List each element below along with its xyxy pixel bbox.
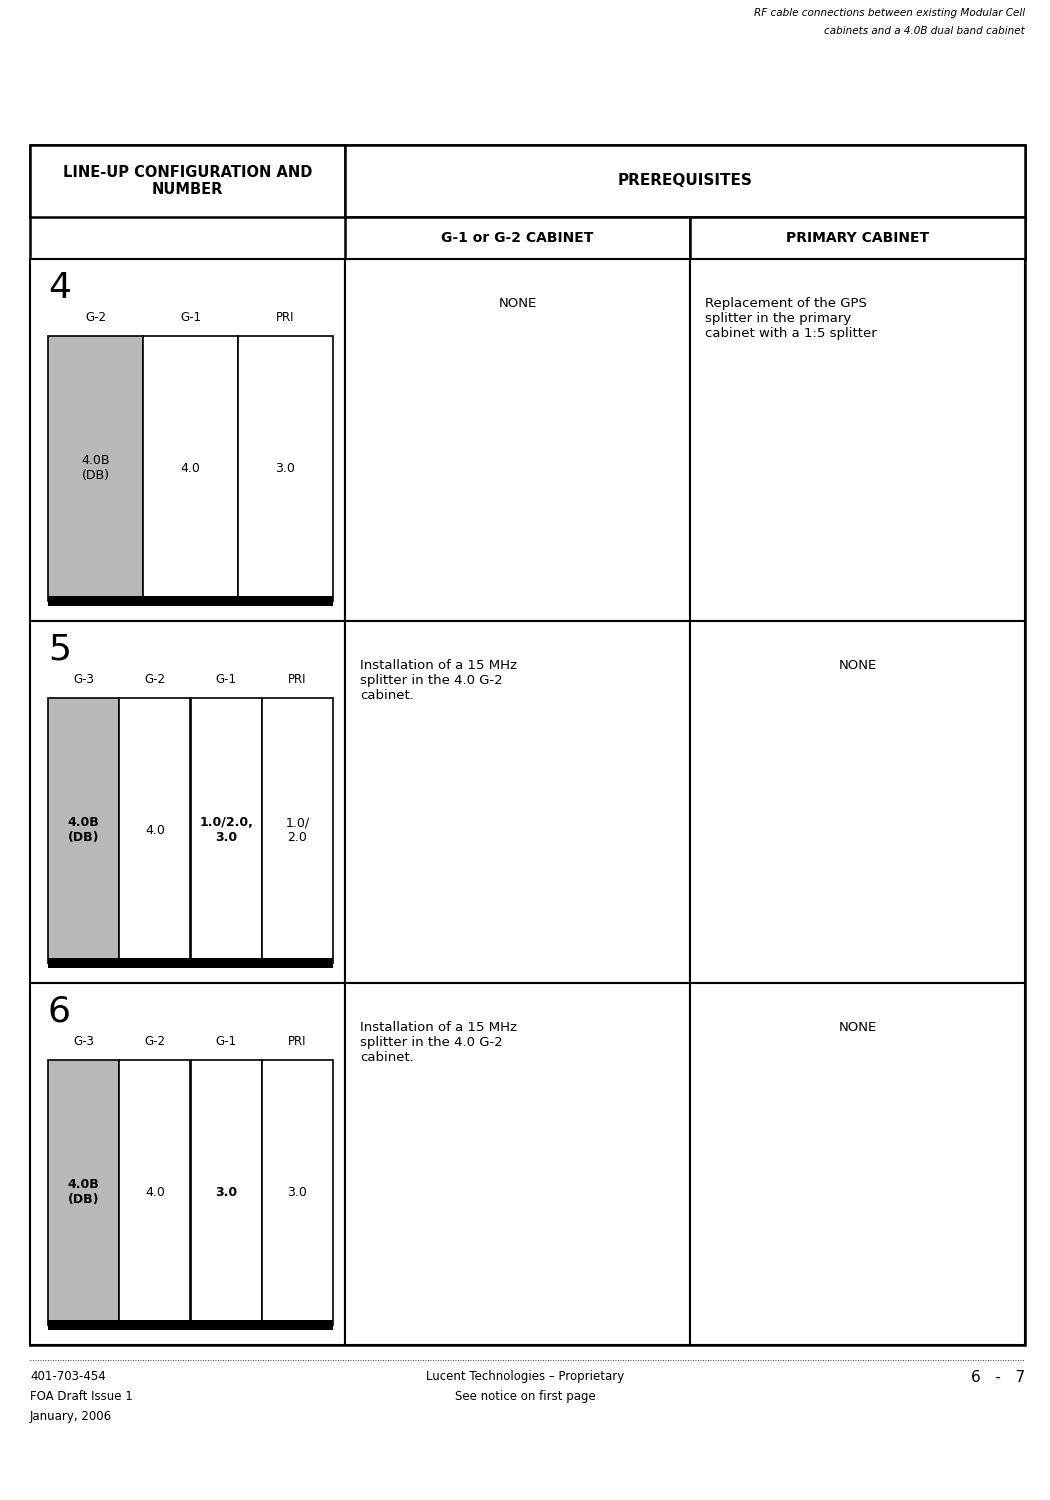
- Text: NONE: NONE: [838, 658, 877, 672]
- Text: 3.0: 3.0: [288, 1186, 308, 1198]
- Text: NONE: NONE: [499, 297, 537, 310]
- Text: G-2: G-2: [144, 1035, 165, 1048]
- Bar: [120, 698, 190, 963]
- Text: 5: 5: [48, 633, 71, 668]
- Text: Installation of a 15 MHz
splitter in the 4.0 G-2
cabinet.: Installation of a 15 MHz splitter in the…: [360, 658, 517, 702]
- Text: PRI: PRI: [288, 674, 307, 686]
- Text: 4.0: 4.0: [181, 462, 201, 476]
- Text: G-1: G-1: [215, 674, 236, 686]
- Text: PRI: PRI: [276, 310, 295, 324]
- Bar: [345, 217, 690, 259]
- Bar: [345, 982, 690, 1346]
- Bar: [345, 146, 1025, 218]
- Text: See notice on first page: See notice on first page: [455, 1390, 595, 1402]
- Bar: [48, 1320, 333, 1330]
- Bar: [48, 958, 333, 968]
- Text: PREREQUISITES: PREREQUISITES: [617, 174, 753, 189]
- Text: January, 2006: January, 2006: [30, 1410, 112, 1424]
- Bar: [30, 621, 345, 982]
- Text: LINE-UP CONFIGURATION AND
NUMBER: LINE-UP CONFIGURATION AND NUMBER: [63, 165, 312, 196]
- Text: G-1: G-1: [215, 1035, 236, 1048]
- Text: PRI: PRI: [288, 1035, 307, 1048]
- Text: G-1 or G-2 CABINET: G-1 or G-2 CABINET: [441, 231, 593, 244]
- Text: 6: 6: [48, 994, 71, 1029]
- Text: FOA Draft Issue 1: FOA Draft Issue 1: [30, 1390, 132, 1402]
- Bar: [30, 146, 1025, 1346]
- Bar: [30, 260, 345, 621]
- Bar: [30, 982, 345, 1346]
- Text: 6   -   7: 6 - 7: [971, 1370, 1025, 1384]
- Text: Installation of a 15 MHz
splitter in the 4.0 G-2
cabinet.: Installation of a 15 MHz splitter in the…: [360, 1022, 517, 1064]
- Bar: [261, 1060, 333, 1324]
- Bar: [48, 1060, 120, 1324]
- Text: 1.0/
2.0: 1.0/ 2.0: [286, 816, 310, 844]
- Text: G-3: G-3: [74, 674, 94, 686]
- Text: 4.0: 4.0: [145, 1186, 165, 1198]
- Text: 4.0B
(DB): 4.0B (DB): [68, 816, 100, 844]
- Text: Lucent Technologies – Proprietary: Lucent Technologies – Proprietary: [426, 1370, 624, 1383]
- Text: G-3: G-3: [74, 1035, 94, 1048]
- Bar: [48, 596, 333, 606]
- Text: 4: 4: [48, 272, 71, 304]
- Bar: [261, 698, 333, 963]
- Text: 401-703-454: 401-703-454: [30, 1370, 106, 1383]
- Bar: [120, 1060, 190, 1324]
- Bar: [345, 621, 690, 982]
- Bar: [48, 698, 120, 963]
- Text: 4.0B
(DB): 4.0B (DB): [81, 454, 110, 483]
- Text: Replacement of the GPS
splitter in the primary
cabinet with a 1:5 splitter: Replacement of the GPS splitter in the p…: [705, 297, 877, 340]
- Text: 3.0: 3.0: [275, 462, 295, 476]
- Bar: [143, 336, 238, 602]
- Text: G-2: G-2: [144, 674, 165, 686]
- Bar: [690, 260, 1025, 621]
- Text: RF cable connections between existing Modular Cell: RF cable connections between existing Mo…: [754, 8, 1025, 18]
- Bar: [238, 336, 333, 602]
- Text: PRIMARY CABINET: PRIMARY CABINET: [786, 231, 929, 244]
- Bar: [690, 982, 1025, 1346]
- Text: NONE: NONE: [838, 1022, 877, 1034]
- Text: G-2: G-2: [85, 310, 106, 324]
- Text: 1.0/2.0,
3.0: 1.0/2.0, 3.0: [200, 816, 253, 844]
- Bar: [690, 217, 1025, 259]
- Bar: [690, 621, 1025, 982]
- Text: cabinets and a 4.0B dual band cabinet: cabinets and a 4.0B dual band cabinet: [824, 26, 1025, 36]
- Bar: [190, 1060, 261, 1324]
- Bar: [48, 336, 143, 602]
- Bar: [30, 146, 345, 218]
- Bar: [345, 260, 690, 621]
- Text: 4.0: 4.0: [145, 824, 165, 837]
- Text: 3.0: 3.0: [215, 1186, 237, 1198]
- Text: G-1: G-1: [180, 310, 201, 324]
- Bar: [190, 698, 261, 963]
- Text: 4.0B
(DB): 4.0B (DB): [68, 1179, 100, 1206]
